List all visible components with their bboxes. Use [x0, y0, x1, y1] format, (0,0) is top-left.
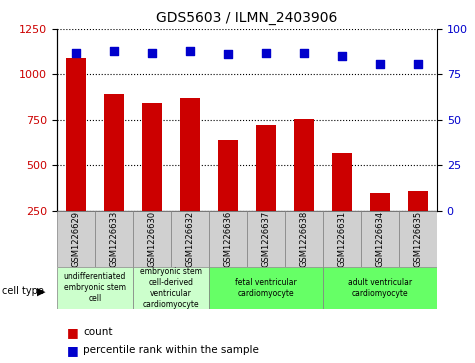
Point [262, 50, 270, 56]
Point [300, 50, 308, 56]
Bar [142, 103, 162, 211]
Bar [209, 267, 323, 309]
Bar [171, 211, 209, 267]
Bar [66, 58, 86, 211]
Text: GSM1226632: GSM1226632 [186, 211, 194, 267]
Bar [370, 193, 390, 211]
Bar [218, 140, 238, 211]
Text: undifferentiated
embryonic stem
cell: undifferentiated embryonic stem cell [64, 272, 126, 303]
Bar [247, 211, 285, 267]
Bar [323, 211, 361, 267]
Point [72, 50, 80, 56]
Text: GSM1226629: GSM1226629 [72, 211, 80, 267]
Bar [57, 267, 133, 309]
Bar [95, 211, 133, 267]
Text: ■: ■ [66, 344, 78, 357]
Bar [209, 211, 247, 267]
Title: GDS5603 / ILMN_2403906: GDS5603 / ILMN_2403906 [156, 11, 338, 25]
Point [148, 50, 156, 56]
Bar [180, 98, 200, 211]
Text: GSM1226635: GSM1226635 [414, 211, 422, 267]
Text: cell type: cell type [2, 286, 44, 297]
Text: percentile rank within the sample: percentile rank within the sample [83, 345, 259, 355]
Point [376, 61, 384, 66]
Point [110, 48, 118, 54]
Text: adult ventricular
cardiomyocyte: adult ventricular cardiomyocyte [348, 278, 412, 298]
Bar [133, 211, 171, 267]
Point [186, 48, 194, 54]
Text: GSM1226637: GSM1226637 [262, 211, 270, 267]
Text: GSM1226634: GSM1226634 [376, 211, 384, 267]
Bar [104, 94, 124, 211]
Text: GSM1226633: GSM1226633 [110, 211, 118, 267]
Text: ▶: ▶ [37, 286, 45, 297]
Bar [332, 153, 352, 211]
Bar [285, 211, 323, 267]
Bar [361, 211, 399, 267]
Bar [294, 119, 314, 211]
Bar [408, 192, 428, 211]
Text: embryonic stem
cell-derived
ventricular
cardiomyocyte: embryonic stem cell-derived ventricular … [140, 266, 202, 309]
Text: ■: ■ [66, 326, 78, 339]
Bar [399, 211, 437, 267]
Text: fetal ventricular
cardiomyocyte: fetal ventricular cardiomyocyte [235, 278, 297, 298]
Point [414, 61, 422, 66]
Text: GSM1226631: GSM1226631 [338, 211, 346, 267]
Bar [323, 267, 437, 309]
Point [338, 53, 346, 59]
Point [224, 52, 232, 57]
Text: GSM1226630: GSM1226630 [148, 211, 156, 267]
Bar [256, 125, 276, 211]
Text: count: count [83, 327, 113, 337]
Bar [57, 211, 95, 267]
Text: GSM1226638: GSM1226638 [300, 211, 308, 267]
Text: GSM1226636: GSM1226636 [224, 211, 232, 267]
Bar [133, 267, 209, 309]
